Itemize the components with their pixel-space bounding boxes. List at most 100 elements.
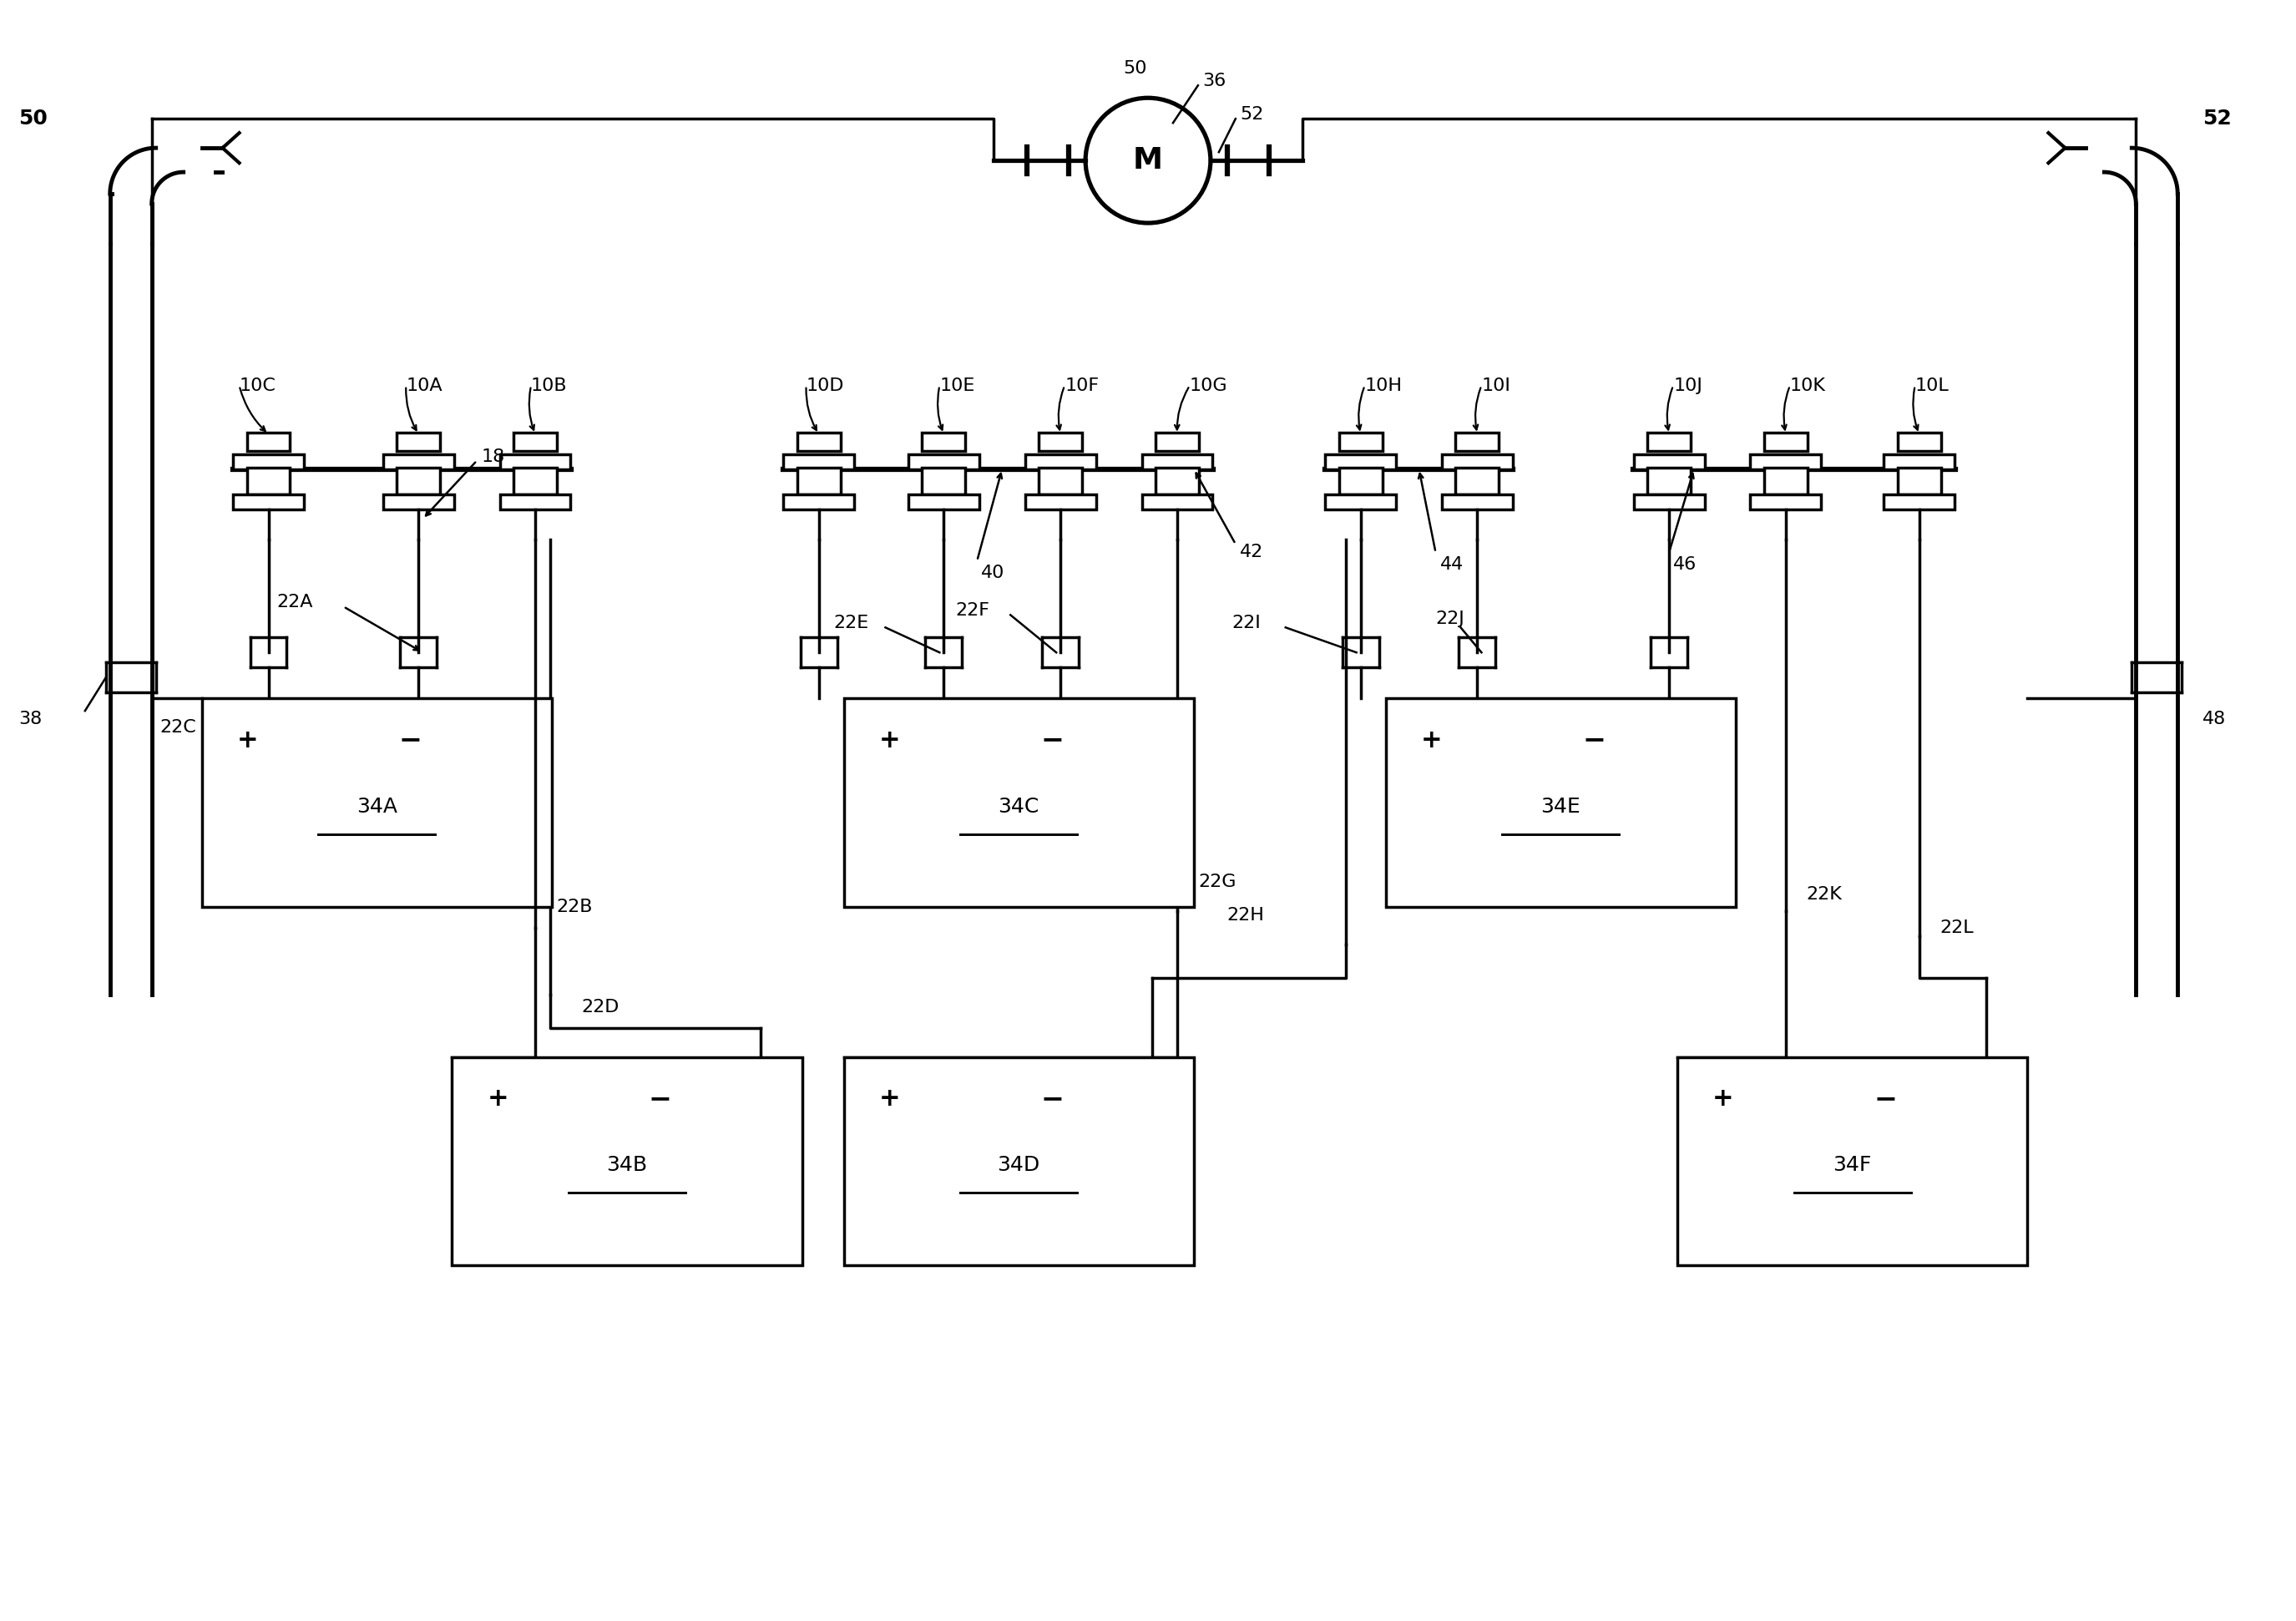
Text: 34C: 34C: [999, 798, 1040, 817]
Bar: [1750, 454, 1821, 468]
Bar: [1750, 494, 1821, 509]
Bar: [1763, 467, 1807, 494]
Bar: [909, 494, 978, 509]
Text: 10K: 10K: [1791, 378, 1825, 394]
Text: 34A: 34A: [356, 798, 397, 817]
Bar: [1038, 433, 1081, 451]
Bar: [783, 494, 854, 509]
Bar: [1442, 494, 1513, 509]
Bar: [843, 699, 1194, 906]
Text: 50: 50: [18, 109, 48, 128]
Text: 22E: 22E: [833, 614, 868, 632]
Text: 22K: 22K: [1807, 887, 1841, 903]
Text: 18: 18: [482, 447, 505, 465]
Bar: [1883, 494, 1954, 509]
Bar: [1896, 467, 1940, 494]
Bar: [1649, 433, 1690, 451]
Bar: [1141, 454, 1212, 468]
Bar: [1141, 494, 1212, 509]
Text: 40: 40: [980, 564, 1006, 582]
Bar: [1763, 433, 1807, 451]
Bar: [1339, 467, 1382, 494]
Bar: [1456, 433, 1499, 451]
Text: 22H: 22H: [1226, 906, 1265, 924]
Bar: [923, 433, 964, 451]
Text: 22D: 22D: [581, 999, 620, 1015]
Text: 34D: 34D: [996, 1156, 1040, 1175]
Text: 10I: 10I: [1481, 378, 1511, 394]
Bar: [909, 454, 978, 468]
Bar: [797, 467, 840, 494]
Bar: [514, 467, 558, 494]
Bar: [1635, 494, 1704, 509]
Text: −: −: [647, 1084, 673, 1112]
Bar: [1024, 494, 1095, 509]
Bar: [1325, 454, 1396, 468]
Text: +: +: [1713, 1086, 1733, 1110]
Text: M: M: [1132, 146, 1164, 175]
Text: 22G: 22G: [1199, 874, 1235, 890]
Bar: [1155, 433, 1199, 451]
Bar: [1896, 433, 1940, 451]
Text: 10L: 10L: [1915, 378, 1949, 394]
Text: 38: 38: [18, 712, 41, 728]
Text: +: +: [236, 728, 257, 752]
Bar: [1339, 433, 1382, 451]
Text: 52: 52: [2202, 109, 2232, 128]
Bar: [1678, 1057, 2027, 1266]
Text: 36: 36: [1203, 73, 1226, 89]
Text: 22A: 22A: [278, 593, 312, 611]
Text: 34B: 34B: [606, 1156, 647, 1175]
Text: −: −: [1582, 726, 1605, 754]
Bar: [383, 454, 455, 468]
Bar: [246, 467, 289, 494]
Text: 10A: 10A: [406, 378, 443, 394]
Bar: [1038, 467, 1081, 494]
Text: −: −: [400, 726, 422, 754]
Bar: [202, 699, 551, 906]
Text: 22C: 22C: [161, 720, 197, 736]
Bar: [783, 454, 854, 468]
Text: 10G: 10G: [1189, 378, 1228, 394]
Text: 34E: 34E: [1541, 798, 1580, 817]
Bar: [501, 454, 572, 468]
Text: 52: 52: [1240, 107, 1263, 123]
Text: 22I: 22I: [1231, 614, 1261, 632]
Text: 10B: 10B: [530, 378, 567, 394]
Text: 10D: 10D: [806, 378, 845, 394]
Text: 22F: 22F: [955, 603, 990, 619]
Text: +: +: [1421, 728, 1442, 752]
Text: 10E: 10E: [939, 378, 976, 394]
Text: 42: 42: [1240, 545, 1263, 561]
Text: +: +: [879, 1086, 900, 1110]
Text: 44: 44: [1440, 556, 1463, 574]
Text: +: +: [487, 1086, 507, 1110]
Bar: [1442, 454, 1513, 468]
Text: 34F: 34F: [1832, 1156, 1871, 1175]
Text: −: −: [1040, 726, 1063, 754]
Text: 22L: 22L: [1940, 919, 1975, 935]
Bar: [1384, 699, 1736, 906]
Bar: [1024, 454, 1095, 468]
Text: 10C: 10C: [239, 378, 276, 394]
Text: 22J: 22J: [1435, 611, 1465, 627]
Bar: [514, 433, 558, 451]
Bar: [1883, 454, 1954, 468]
Bar: [923, 467, 964, 494]
Bar: [397, 433, 441, 451]
Bar: [501, 494, 572, 509]
Text: +: +: [879, 728, 900, 752]
Text: 10F: 10F: [1065, 378, 1100, 394]
Text: 10H: 10H: [1364, 378, 1403, 394]
Bar: [1635, 454, 1704, 468]
Text: 48: 48: [2202, 712, 2227, 728]
Bar: [843, 1057, 1194, 1266]
Bar: [1456, 467, 1499, 494]
Bar: [797, 433, 840, 451]
Text: −: −: [1040, 1084, 1063, 1112]
Bar: [232, 494, 303, 509]
Bar: [232, 454, 303, 468]
Text: 10J: 10J: [1674, 378, 1701, 394]
Bar: [397, 467, 441, 494]
Bar: [246, 433, 289, 451]
